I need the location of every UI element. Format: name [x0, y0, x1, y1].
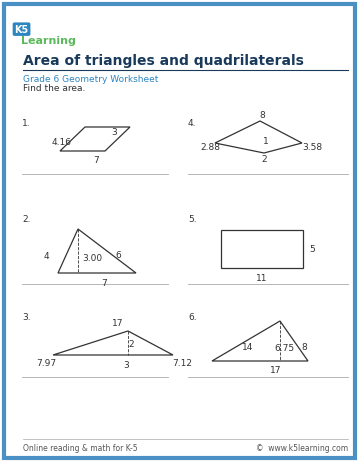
Text: 8: 8 [259, 111, 265, 120]
Text: 6: 6 [115, 250, 121, 259]
Text: 2: 2 [261, 155, 267, 164]
Text: 3.00: 3.00 [82, 254, 102, 263]
Text: 7.97: 7.97 [36, 359, 56, 368]
Text: 8: 8 [301, 343, 307, 352]
Text: 4.16: 4.16 [52, 138, 72, 147]
Text: 1.: 1. [22, 118, 31, 127]
Text: 2: 2 [128, 340, 134, 349]
Text: 17: 17 [270, 366, 282, 375]
Text: 2.88: 2.88 [200, 143, 220, 152]
Text: 3: 3 [111, 128, 117, 137]
Text: 3: 3 [123, 361, 129, 369]
Text: 4: 4 [43, 252, 49, 261]
Text: 6.75: 6.75 [274, 344, 294, 353]
Text: ©  www.k5learning.com: © www.k5learning.com [256, 443, 348, 452]
Text: 5: 5 [309, 245, 315, 254]
Text: 17: 17 [112, 319, 124, 328]
Text: 14: 14 [242, 343, 254, 352]
Text: Learning: Learning [21, 36, 76, 46]
Text: Online reading & math for K-5: Online reading & math for K-5 [23, 443, 138, 452]
Text: Grade 6 Geometry Worksheet: Grade 6 Geometry Worksheet [23, 75, 159, 84]
Text: 11: 11 [256, 274, 268, 283]
Text: 7: 7 [101, 279, 107, 288]
Text: 6.: 6. [188, 313, 197, 322]
Text: 2.: 2. [22, 215, 31, 224]
Text: K5: K5 [14, 25, 29, 35]
Bar [221, 231, 303, 269]
Text: Find the area.: Find the area. [23, 83, 86, 93]
Text: 1: 1 [263, 137, 269, 146]
Text: 7: 7 [93, 156, 99, 165]
Text: 5.: 5. [188, 215, 197, 224]
Text: 3.: 3. [22, 313, 31, 322]
Text: 7.12: 7.12 [172, 359, 192, 368]
Text: Area of triangles and quadrilaterals: Area of triangles and quadrilaterals [23, 54, 304, 68]
Text: 3.58: 3.58 [302, 143, 322, 152]
Text: 4.: 4. [188, 118, 196, 127]
